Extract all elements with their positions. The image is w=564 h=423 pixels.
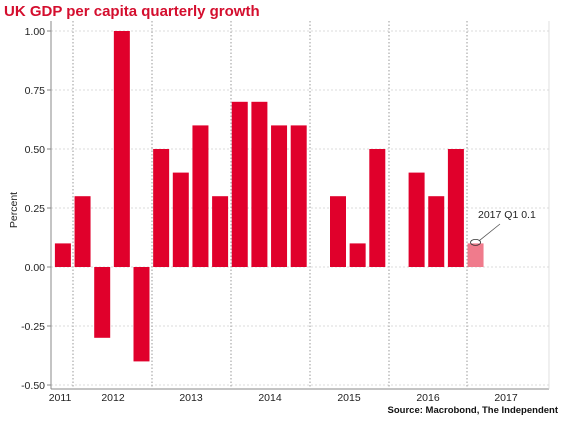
source-note: Source: Macrobond, The Independent — [387, 405, 558, 416]
x-tick-label: 2015 — [337, 392, 361, 404]
bar — [369, 149, 386, 267]
bar — [330, 196, 346, 267]
y-tick-label: -0.25 — [21, 321, 45, 333]
bar — [290, 125, 307, 268]
bar — [74, 196, 91, 267]
bar — [467, 243, 484, 267]
bar — [251, 101, 268, 267]
bar — [54, 243, 71, 267]
bar — [113, 31, 130, 267]
bar — [231, 101, 248, 267]
bar — [408, 172, 425, 267]
bar — [271, 125, 288, 268]
x-tick-label: 2013 — [179, 392, 203, 404]
x-tick-label: 2012 — [101, 392, 125, 404]
bar — [133, 267, 150, 362]
annotation-label: 2017 Q1 0.1 — [478, 209, 536, 221]
y-axis-label: Percent — [8, 192, 20, 228]
y-tick-label: 0.50 — [25, 144, 46, 156]
annotation-leader — [479, 223, 501, 241]
y-tick-label: 0.25 — [25, 203, 46, 215]
x-tick-label: 2016 — [416, 392, 440, 404]
y-tick-label: -0.50 — [21, 380, 45, 392]
bar — [349, 243, 366, 267]
bar — [153, 149, 170, 267]
bar — [192, 125, 209, 268]
axes: 1.00 0.75 0.50 0.25 0.00 -0.25 -0.50 2011 2012 20… — [21, 21, 550, 404]
bars — [54, 31, 484, 362]
y-tick-label: 1.00 — [25, 26, 46, 38]
bar — [94, 267, 111, 338]
x-tick-label: 2014 — [258, 392, 282, 404]
y-tick-label: 0.00 — [25, 262, 46, 274]
bar — [428, 196, 445, 267]
annotation-marker — [470, 238, 481, 246]
y-tick-label: 0.75 — [25, 85, 46, 97]
bar — [212, 196, 229, 267]
chart-title: UK GDP per capita quarterly growth — [4, 3, 260, 20]
x-tick-label: 2017 — [494, 392, 518, 404]
x-tick-label: 2011 — [49, 392, 72, 404]
bar — [447, 149, 464, 267]
bar — [172, 172, 189, 267]
